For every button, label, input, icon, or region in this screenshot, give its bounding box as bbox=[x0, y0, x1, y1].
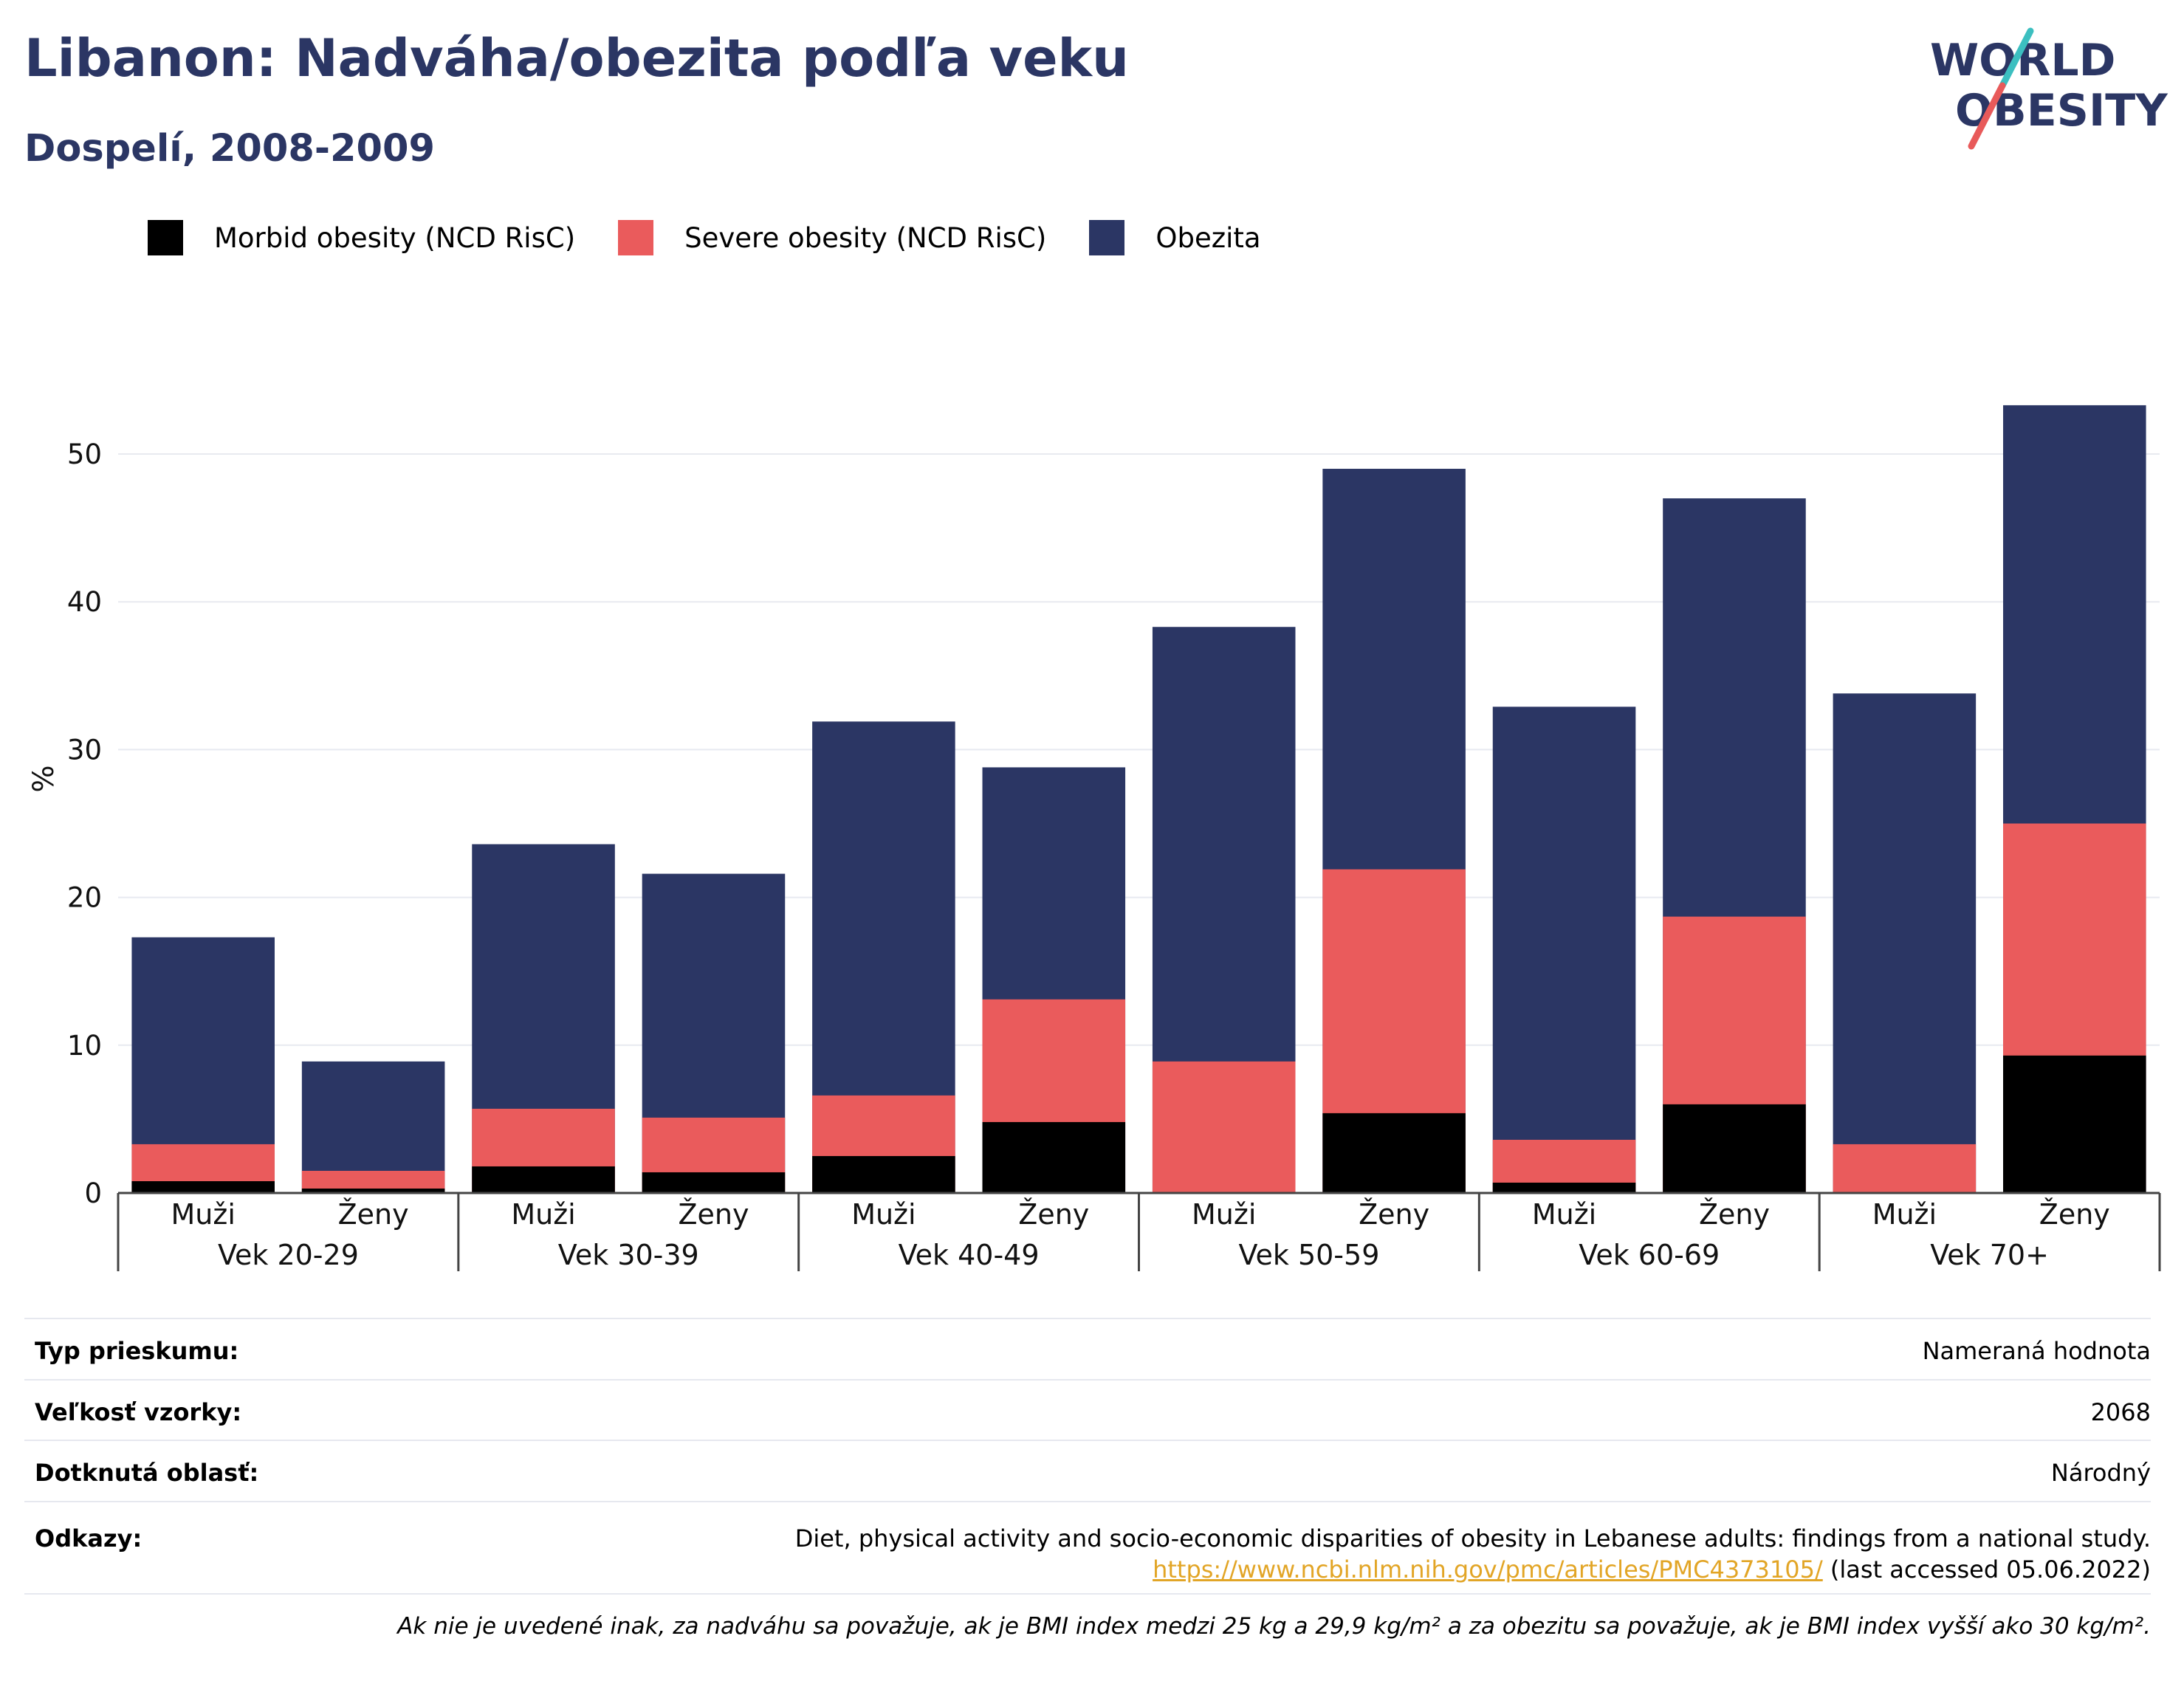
group-label: Vek 20-29 bbox=[218, 1239, 359, 1271]
bar-morbid bbox=[1492, 1182, 1636, 1193]
bar-obesity bbox=[1833, 693, 1977, 1193]
logo-slash bbox=[1968, 82, 2006, 150]
x-tick-label: Muži bbox=[1872, 1198, 1937, 1231]
area-value: Národný bbox=[2050, 1459, 2151, 1487]
bar-morbid bbox=[982, 1121, 1126, 1193]
references-accessed: (last accessed 05.06.2022) bbox=[1830, 1555, 2151, 1584]
group-label: Vek 50-59 bbox=[1238, 1239, 1379, 1271]
legend-swatch-morbid bbox=[148, 220, 183, 255]
x-tick-label: Ženy bbox=[1018, 1198, 1089, 1231]
y-tick-label: 20 bbox=[67, 882, 102, 914]
page-title: Libanon: Nadváha/obezita podľa veku bbox=[24, 28, 1129, 89]
world-obesity-logo: WORLD OBESITY bbox=[1930, 27, 2168, 150]
bar-chart: 0 10 20 30 40 50% Muži Ženy Muži Ženy Muži Ženy Muži… bbox=[27, 405, 2161, 1271]
bar-severe bbox=[1833, 1144, 1977, 1193]
bar-morbid bbox=[642, 1172, 786, 1193]
x-tick-label: Ženy bbox=[338, 1198, 409, 1231]
y-tick-label: 50 bbox=[67, 439, 102, 470]
legend-swatch-severe bbox=[618, 220, 654, 255]
x-tick-label: Ženy bbox=[678, 1198, 749, 1231]
logo-slash-accent bbox=[1999, 27, 2034, 89]
survey-type-label: Typ prieskumu: bbox=[35, 1337, 239, 1365]
info-row-divider bbox=[24, 1593, 2151, 1596]
x-tick-label: Ženy bbox=[1699, 1198, 1770, 1231]
legend-label-severe: Severe obesity (NCD RisC) bbox=[684, 221, 1047, 254]
info-row-references: Odkazy: Diet, physical activity and soci… bbox=[24, 1501, 2151, 1595]
bar-morbid bbox=[131, 1180, 275, 1193]
info-row-sample-size: Veľkosť vzorky: 2068 bbox=[24, 1379, 2151, 1440]
bar-morbid bbox=[472, 1166, 615, 1193]
group-label: Vek 30-39 bbox=[558, 1239, 699, 1271]
references-line-2: https://www.ncbi.nlm.nih.gov/pmc/article… bbox=[1153, 1555, 2151, 1584]
survey-type-value: Nameraná hodnota bbox=[1922, 1337, 2151, 1365]
legend-item-obesity[interactable]: Obezita bbox=[1089, 220, 1261, 255]
x-tick-label: Ženy bbox=[1359, 1198, 1429, 1231]
group-label: Vek 40-49 bbox=[899, 1239, 1040, 1271]
y-tick-label: 40 bbox=[67, 586, 102, 618]
legend-item-morbid[interactable]: Morbid obesity (NCD RisC) bbox=[148, 220, 575, 255]
bar-morbid bbox=[812, 1155, 955, 1193]
x-tick-label: Muži bbox=[851, 1198, 916, 1231]
info-row-area: Dotknutá oblasť: Národný bbox=[24, 1440, 2151, 1500]
x-tick-label: Muži bbox=[511, 1198, 575, 1231]
bar-obesity bbox=[1492, 706, 1636, 1193]
y-axis-label: % bbox=[27, 765, 61, 792]
sample-size-value: 2068 bbox=[2090, 1398, 2151, 1426]
legend-item-severe[interactable]: Severe obesity (NCD RisC) bbox=[618, 220, 1046, 255]
references-label: Odkazy: bbox=[35, 1524, 142, 1553]
footnote: Ak nie je uvedené inak, za nadváhu sa po… bbox=[397, 1613, 2151, 1640]
legend-swatch-obesity bbox=[1089, 220, 1125, 255]
info-row-survey-type: Typ prieskumu: Nameraná hodnota bbox=[24, 1318, 2151, 1378]
group-label: Vek 60-69 bbox=[1579, 1239, 1720, 1271]
legend-label-morbid: Morbid obesity (NCD RisC) bbox=[214, 221, 576, 254]
group-label: Vek 70+ bbox=[1930, 1239, 2049, 1271]
bar-severe bbox=[1152, 1061, 1296, 1193]
x-tick-label: Ženy bbox=[2039, 1198, 2110, 1231]
references-link[interactable]: https://www.ncbi.nlm.nih.gov/pmc/article… bbox=[1153, 1555, 1823, 1584]
references-text: Diet, physical activity and socio-econom… bbox=[794, 1524, 2151, 1553]
y-tick-label: 30 bbox=[67, 734, 102, 766]
bar-morbid bbox=[2003, 1055, 2146, 1193]
y-tick-label: 0 bbox=[84, 1177, 102, 1209]
x-tick-label: Muži bbox=[1192, 1198, 1256, 1231]
area-label: Dotknutá oblasť: bbox=[35, 1459, 259, 1487]
sample-size-label: Veľkosť vzorky: bbox=[35, 1398, 242, 1426]
y-tick-label: 10 bbox=[67, 1030, 102, 1062]
x-tick-label: Muži bbox=[171, 1198, 236, 1231]
chart-legend: Morbid obesity (NCD RisC) Severe obesity… bbox=[148, 219, 1304, 257]
page-subtitle: Dospelí, 2008-2009 bbox=[24, 127, 435, 171]
legend-label-obesity: Obezita bbox=[1155, 221, 1261, 254]
bar-morbid bbox=[1322, 1113, 1466, 1193]
bar-morbid bbox=[301, 1188, 445, 1193]
x-tick-label: Muži bbox=[1532, 1198, 1596, 1231]
bar-morbid bbox=[1663, 1104, 1806, 1193]
